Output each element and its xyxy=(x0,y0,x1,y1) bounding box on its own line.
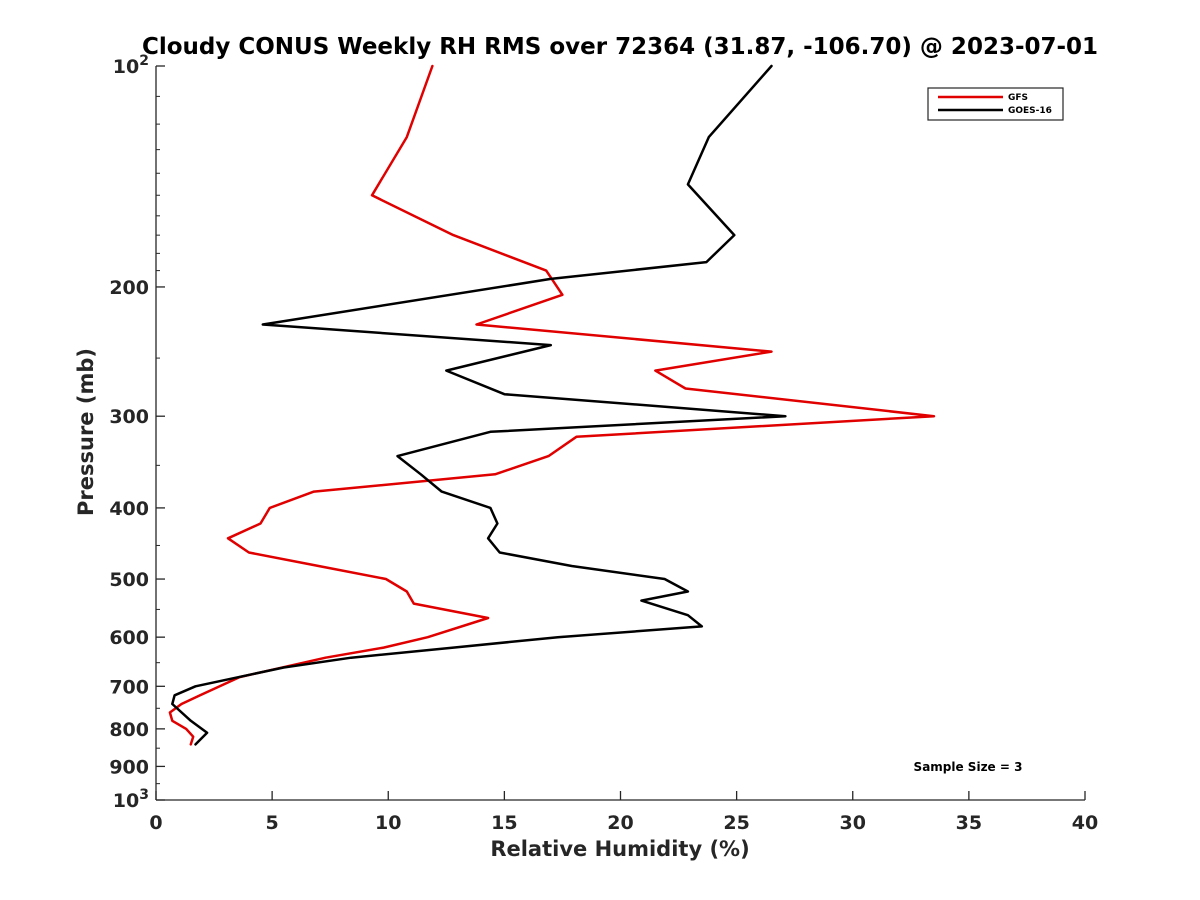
axes-group: 0 5 10 15 20 25 30 35 40 102 200 300 400 500 600 700 800… xyxy=(109,53,1098,834)
y-tick-label: 500 xyxy=(109,569,149,591)
y-tick-label: 600 xyxy=(109,627,149,649)
x-tick-label: 25 xyxy=(723,812,749,834)
x-tick-label: 15 xyxy=(491,812,517,834)
legend-label-goes16: GOES-16 xyxy=(1008,106,1052,116)
y-tick-label: 200 xyxy=(109,277,149,299)
x-tick-label: 40 xyxy=(1072,812,1098,834)
legend-label-gfs: GFS xyxy=(1008,93,1028,103)
x-tick-label: 5 xyxy=(266,812,279,834)
y-tick-label: 300 xyxy=(109,406,149,428)
series-line-gfs xyxy=(168,64,936,746)
y-tick-label: 400 xyxy=(109,498,149,520)
sample-size-annotation: Sample Size = 3 xyxy=(914,760,1023,774)
x-tick-label: 30 xyxy=(840,812,866,834)
y-tick-label: 800 xyxy=(109,719,149,741)
y-tick-label: 900 xyxy=(109,756,149,778)
series-line-goes16 xyxy=(171,64,787,746)
x-axis-label: Relative Humidity (%) xyxy=(490,837,749,861)
x-tick-label: 20 xyxy=(607,812,633,834)
x-tick-label: 0 xyxy=(149,812,162,834)
chart-title: Cloudy CONUS Weekly RH RMS over 72364 (3… xyxy=(142,34,1098,60)
legend-box xyxy=(927,87,1064,121)
y-tick-label: 103 xyxy=(113,787,149,812)
x-tick-label: 10 xyxy=(375,812,401,834)
y-tick-label: 700 xyxy=(109,676,149,698)
y-tick-label: 102 xyxy=(113,53,149,78)
x-tick-label: 35 xyxy=(956,812,982,834)
legend: GFS GOES-16 xyxy=(927,87,1064,121)
y-axis-label: Pressure (mb) xyxy=(74,348,98,516)
series-group xyxy=(168,64,936,746)
